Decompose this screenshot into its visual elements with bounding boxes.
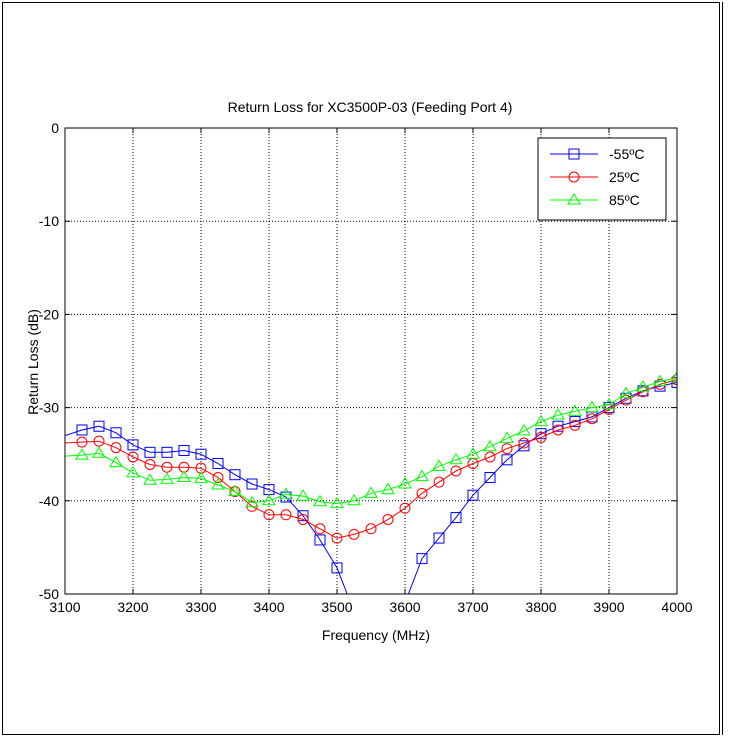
chart-title: Return Loss for XC3500P-03 (Feeding Port…: [228, 99, 513, 115]
y-tick-label: -40: [39, 493, 59, 509]
data-point-triangle: [178, 472, 190, 482]
data-point-triangle: [76, 449, 88, 459]
series-square: [65, 377, 682, 594]
plot-series: [65, 372, 683, 594]
data-point-triangle: [484, 441, 496, 451]
data-point-triangle: [518, 425, 530, 435]
x-tick-label: 3600: [389, 599, 420, 615]
series-triangle: [65, 372, 683, 508]
data-point-triangle: [144, 474, 156, 484]
x-tick-label: 4000: [661, 599, 692, 615]
y-tick-label: -30: [39, 400, 59, 416]
legend-box: [538, 138, 666, 220]
legend-label: -55ºC: [609, 146, 644, 162]
x-axis-label: Frequency (MHz): [322, 627, 430, 643]
y-tick-label: -50: [39, 586, 59, 602]
data-point-triangle: [161, 473, 173, 483]
x-tick-label: 3500: [321, 599, 352, 615]
data-point-triangle: [416, 471, 428, 481]
x-tick-label: 3900: [593, 599, 624, 615]
y-tick-label: -20: [39, 306, 59, 322]
y-tick-label: -10: [39, 213, 59, 229]
legend-label: 25ºC: [609, 169, 640, 185]
legend: -55ºC 25ºC 85ºC: [538, 138, 666, 220]
series-circle: [65, 375, 682, 543]
legend-label: 85ºC: [609, 192, 640, 208]
data-point-triangle: [127, 467, 139, 477]
x-tick-label: 3200: [117, 599, 148, 615]
data-point-triangle: [348, 495, 360, 505]
x-tick-label: 3800: [525, 599, 556, 615]
x-tick-label: 3300: [185, 599, 216, 615]
x-tick-label: 3400: [253, 599, 284, 615]
data-point-triangle: [297, 490, 309, 500]
y-tick-label: 0: [51, 120, 59, 136]
x-tick-label: 3700: [457, 599, 488, 615]
series-line-circle: [65, 380, 677, 538]
